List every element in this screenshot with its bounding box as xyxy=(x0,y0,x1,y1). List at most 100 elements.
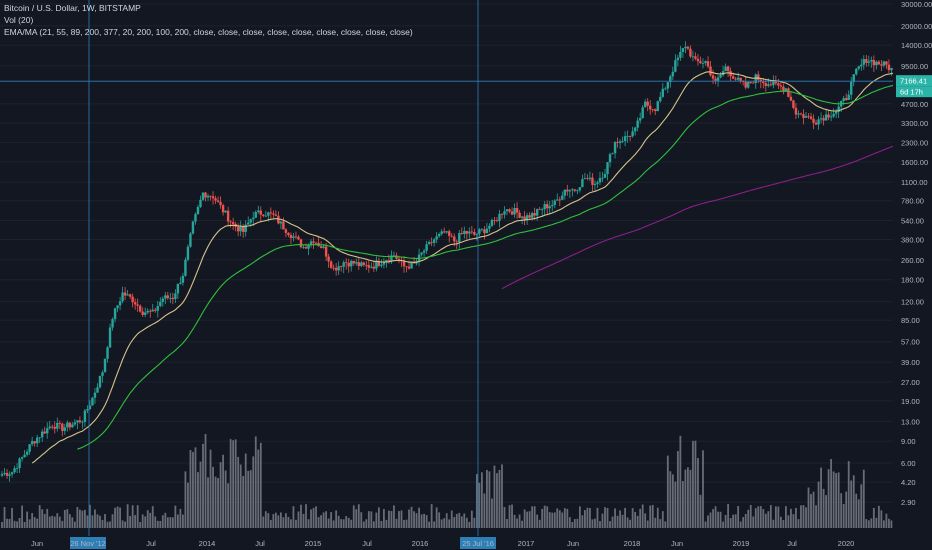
volume-bar xyxy=(269,519,272,528)
candle-body xyxy=(68,422,72,428)
candle-body xyxy=(475,233,479,235)
candle-body xyxy=(538,209,541,211)
candle-body xyxy=(3,472,6,475)
candle-body xyxy=(875,61,878,66)
candle-body xyxy=(649,105,652,110)
price-tick-label: 6.00 xyxy=(901,459,916,468)
volume-indicator-label[interactable]: Vol (20) xyxy=(4,15,34,25)
volume-bar xyxy=(774,506,777,528)
volume-bar xyxy=(797,519,800,528)
candle-body xyxy=(782,86,785,91)
volume-bar xyxy=(712,509,714,528)
candle-body xyxy=(500,213,504,215)
price-tick-label: 180.00 xyxy=(901,276,924,285)
volume-bar xyxy=(388,510,390,528)
candle-body xyxy=(478,229,481,234)
candle-body xyxy=(86,409,89,411)
volume-bar xyxy=(543,505,546,528)
candle-body xyxy=(633,127,637,132)
symbol-title[interactable]: Bitcoin / U.S. Dollar, 1W, BITSTAMP xyxy=(4,3,141,13)
volume-bar xyxy=(365,519,368,528)
candle-body xyxy=(88,405,92,410)
volume-bar xyxy=(619,510,621,528)
volume-bar xyxy=(202,443,204,528)
volume-bar xyxy=(194,447,197,528)
candle-body xyxy=(824,114,828,121)
volume-bar xyxy=(398,511,400,528)
volume-bar xyxy=(63,509,66,528)
candle-body xyxy=(654,109,657,112)
candle-body xyxy=(91,397,94,406)
volume-bar xyxy=(207,477,209,528)
volume-bar xyxy=(860,484,863,528)
volume-bar xyxy=(164,512,167,528)
volume-bar xyxy=(224,470,227,528)
volume-bar xyxy=(61,520,64,528)
volume-bar xyxy=(584,510,586,528)
volume-bar xyxy=(699,494,702,528)
candle-body xyxy=(684,46,687,49)
candle-body xyxy=(794,107,798,115)
volume-bar xyxy=(257,449,260,528)
candle-body xyxy=(342,262,345,267)
candle-body xyxy=(136,304,139,306)
candle-body xyxy=(443,231,446,233)
volume-bar xyxy=(636,515,639,528)
price-tick-label: 4.20 xyxy=(901,478,916,487)
volume-bar xyxy=(611,516,614,528)
candle-body xyxy=(606,162,609,175)
volume-bar xyxy=(629,519,632,528)
price-tick-label: 2.90 xyxy=(901,498,916,507)
volume-bar xyxy=(870,518,873,528)
candle-body xyxy=(505,209,509,212)
candle-body xyxy=(576,190,579,192)
volume-bar xyxy=(244,453,247,528)
candle-body xyxy=(525,215,529,220)
candle-body xyxy=(309,241,313,245)
candle-body xyxy=(352,260,355,264)
price-tick-label: 9500.00 xyxy=(901,62,928,71)
candle-body xyxy=(407,266,411,269)
volume-bar xyxy=(393,505,395,528)
price-tick-label: 2300.00 xyxy=(901,138,928,147)
candle-body xyxy=(593,183,597,185)
volume-bar xyxy=(73,521,76,528)
candle-body xyxy=(206,195,210,198)
volume-bar xyxy=(420,514,423,528)
volume-bar xyxy=(707,515,709,528)
volume-bar xyxy=(852,475,855,528)
time-axis[interactable]: Jun 26 Nov '12 Jul 2014 Jul 2015 Jul 2016 25 Jul… xyxy=(0,536,893,550)
candle-body xyxy=(254,212,257,218)
volume-bar xyxy=(156,520,159,528)
candle-body xyxy=(656,101,659,112)
candle-body xyxy=(13,468,16,473)
candle-body xyxy=(264,215,268,217)
volume-bar xyxy=(679,435,682,528)
price-tick-label: 1600.00 xyxy=(901,158,928,167)
volume-bar xyxy=(335,510,338,528)
volume-bar xyxy=(23,521,26,528)
volume-bar xyxy=(724,514,727,528)
candle-body xyxy=(93,392,97,398)
volume-bar xyxy=(626,517,629,528)
candle-body xyxy=(322,246,325,248)
volume-bar xyxy=(357,504,360,528)
candle-body xyxy=(196,206,200,215)
volume-bar xyxy=(51,515,54,528)
candle-body xyxy=(176,283,180,294)
volume-bar xyxy=(58,516,61,528)
volume-bar xyxy=(91,515,94,528)
candle-body xyxy=(194,214,197,222)
candle-body xyxy=(651,109,654,111)
price-tick-label: 27.00 xyxy=(901,378,920,387)
volume-bar xyxy=(787,515,790,528)
ema-indicator-label[interactable]: EMA/MA (21, 55, 89, 200, 377, 20, 200, 1… xyxy=(4,27,413,37)
volume-bar xyxy=(342,519,345,528)
volume-bar xyxy=(81,510,84,528)
time-tick-label: Jun xyxy=(567,539,579,548)
volume-bar xyxy=(531,506,534,528)
volume-bar xyxy=(166,517,169,528)
volume-bar xyxy=(463,513,466,528)
candle-body xyxy=(450,235,453,237)
